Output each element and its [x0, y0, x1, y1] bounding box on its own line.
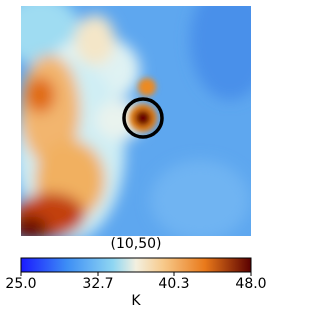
colorbar-tick-label: 25.0: [5, 276, 36, 292]
colorbar-tick-label: 32.7: [82, 276, 113, 292]
colorbar-label: K: [131, 293, 141, 309]
chart-title: (10,50): [110, 236, 161, 252]
marker-circle: [122, 97, 164, 139]
colorbar-tick-label: 48.0: [235, 276, 266, 292]
heatmap-image: [21, 6, 251, 236]
chart: (10,50) K 25.0 32.7 40.3 48.0: [5, 6, 267, 309]
colorbar-tick-label: 40.3: [158, 276, 189, 292]
page: {"chart_data": {"type": "heatmap", "titl…: [5, 6, 267, 309]
colorbar: [20, 257, 252, 273]
